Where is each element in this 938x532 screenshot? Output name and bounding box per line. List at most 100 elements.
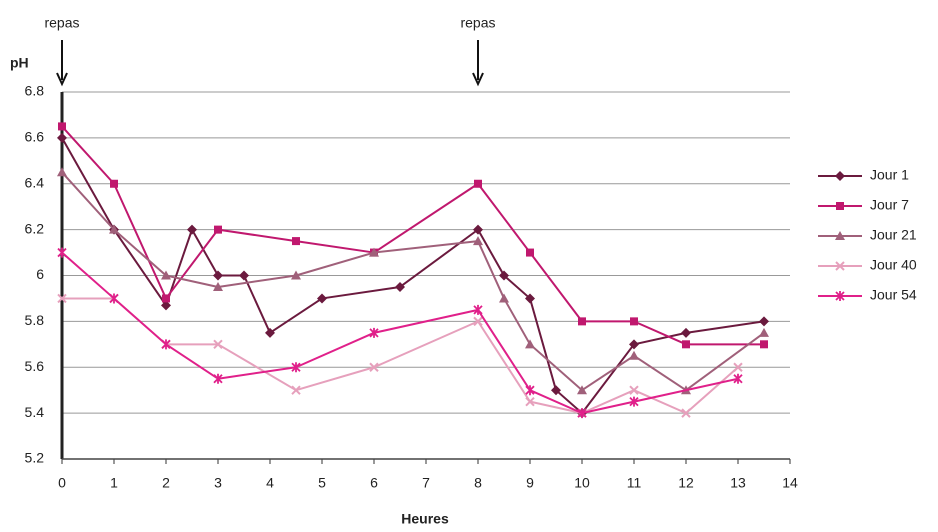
series-line: [61, 125, 764, 346]
marker: [473, 224, 483, 235]
marker: [499, 270, 509, 281]
marker: [213, 373, 223, 384]
y-tick-label: 6.4: [25, 174, 45, 190]
marker: [291, 385, 301, 395]
marker: [629, 385, 639, 395]
marker: [187, 224, 197, 235]
marker: [57, 132, 67, 143]
x-tick-label: 9: [526, 475, 534, 491]
marker: [759, 327, 769, 337]
x-tick-label: 8: [474, 475, 482, 491]
marker: [525, 293, 535, 304]
y-tick-label: 5.8: [25, 312, 45, 328]
y-tick-label: 5.6: [25, 358, 45, 374]
marker: [369, 327, 379, 338]
marker: [57, 247, 67, 258]
annotation-arrowhead: [56, 72, 68, 87]
marker: [213, 270, 223, 281]
marker: [473, 236, 483, 246]
marker: [213, 339, 223, 350]
marker: [681, 408, 691, 418]
y-tick-label: 6: [36, 266, 44, 282]
marker: [682, 340, 690, 349]
marker: [629, 350, 639, 360]
x-tick-label: 4: [266, 475, 274, 491]
marker: [630, 317, 638, 326]
marker: [109, 224, 119, 234]
legend-marker: [835, 171, 845, 181]
x-tick-label: 3: [214, 475, 222, 491]
y-tick-label: 5.4: [25, 404, 45, 420]
x-tick-label: 13: [730, 475, 746, 491]
x-tick-label: 2: [162, 475, 170, 491]
y-tick-label: 6.8: [25, 83, 45, 99]
x-tick-label: 0: [58, 475, 66, 491]
marker: [629, 339, 639, 350]
y-tick-label: 5.2: [25, 450, 45, 466]
marker: [214, 225, 222, 234]
marker: [369, 362, 379, 372]
marker: [525, 339, 535, 349]
marker: [58, 122, 66, 131]
marker: [578, 317, 586, 326]
marker: [733, 373, 743, 384]
marker: [733, 362, 743, 372]
marker: [109, 293, 119, 304]
marker: [57, 167, 67, 177]
marker: [577, 408, 587, 419]
x-tick-label: 11: [627, 475, 642, 491]
legend-label: Jour 40: [870, 257, 917, 273]
legend-marker: [836, 202, 844, 210]
y-axis-label: pH: [10, 55, 29, 71]
x-tick-label: 14: [782, 475, 798, 491]
marker: [760, 340, 768, 349]
marker: [161, 339, 171, 350]
x-tick-label: 7: [422, 475, 430, 491]
marker: [525, 396, 535, 407]
marker: [395, 281, 405, 292]
legend-label: Jour 21: [870, 227, 917, 243]
marker: [577, 385, 587, 395]
annotation-arrowhead: [472, 72, 484, 87]
marker: [161, 270, 171, 280]
x-tick-label: 6: [370, 475, 378, 491]
legend-marker: [835, 291, 845, 301]
marker: [213, 281, 223, 291]
x-axis-label: Heures: [401, 511, 449, 527]
x-tick-label: 1: [110, 475, 118, 491]
marker: [162, 294, 170, 303]
annotation: repas: [460, 15, 495, 31]
marker: [57, 293, 67, 304]
marker: [265, 327, 275, 338]
y-tick-label: 6.6: [25, 129, 45, 145]
legend-marker: [835, 261, 845, 271]
marker: [629, 396, 639, 407]
marker: [473, 316, 483, 327]
legend-label: Jour 1: [870, 167, 909, 183]
marker: [291, 270, 301, 280]
marker: [681, 327, 691, 338]
marker: [317, 293, 327, 304]
marker: [526, 248, 534, 257]
marker: [239, 270, 249, 281]
marker: [759, 316, 769, 327]
x-tick-label: 10: [574, 475, 590, 491]
marker: [499, 293, 509, 303]
marker: [161, 300, 171, 311]
marker: [110, 179, 118, 188]
legend-label: Jour 54: [870, 287, 917, 303]
annotation: repas: [44, 15, 79, 31]
legend-marker: [835, 231, 845, 240]
series-line: [61, 171, 765, 392]
marker: [369, 247, 379, 257]
x-tick-label: 12: [678, 475, 694, 491]
legend-label: Jour 7: [870, 197, 909, 213]
marker: [292, 237, 300, 246]
marker: [525, 385, 535, 396]
x-tick-label: 5: [318, 475, 326, 491]
y-tick-label: 6.2: [25, 220, 45, 236]
marker: [551, 385, 561, 396]
marker: [474, 179, 482, 188]
marker: [473, 304, 483, 315]
